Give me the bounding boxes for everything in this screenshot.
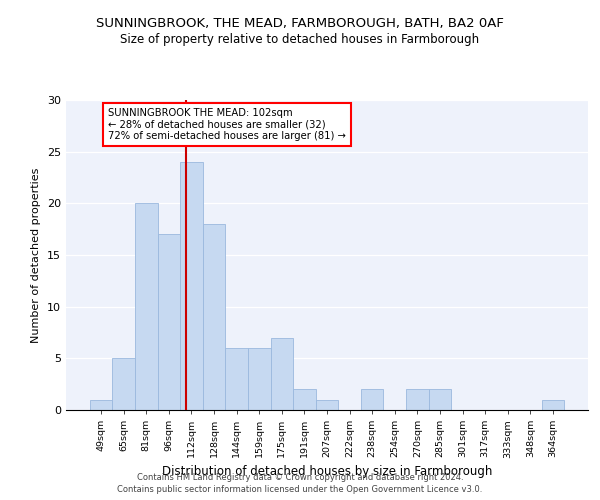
Bar [90, 400, 112, 410]
Bar [112, 358, 135, 410]
Bar [135, 204, 158, 410]
Text: SUNNINGBROOK, THE MEAD, FARMBOROUGH, BATH, BA2 0AF: SUNNINGBROOK, THE MEAD, FARMBOROUGH, BAT… [96, 18, 504, 30]
Bar [428, 390, 451, 410]
Bar [406, 390, 428, 410]
Bar [203, 224, 226, 410]
Text: SUNNINGBROOK THE MEAD: 102sqm
← 28% of detached houses are smaller (32)
72% of s: SUNNINGBROOK THE MEAD: 102sqm ← 28% of d… [108, 108, 346, 142]
X-axis label: Distribution of detached houses by size in Farmborough: Distribution of detached houses by size … [162, 464, 492, 477]
Text: Contains HM Land Registry data © Crown copyright and database right 2024.: Contains HM Land Registry data © Crown c… [137, 472, 463, 482]
Bar [361, 390, 383, 410]
Bar [316, 400, 338, 410]
Bar [226, 348, 248, 410]
Bar [248, 348, 271, 410]
Bar [158, 234, 180, 410]
Bar [542, 400, 564, 410]
Text: Size of property relative to detached houses in Farmborough: Size of property relative to detached ho… [121, 32, 479, 46]
Bar [271, 338, 293, 410]
Text: Contains public sector information licensed under the Open Government Licence v3: Contains public sector information licen… [118, 485, 482, 494]
Y-axis label: Number of detached properties: Number of detached properties [31, 168, 41, 342]
Bar [293, 390, 316, 410]
Bar [180, 162, 203, 410]
